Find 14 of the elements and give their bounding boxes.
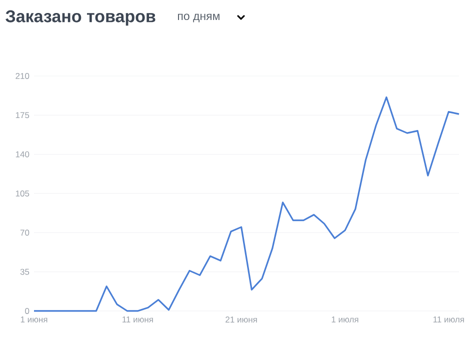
y-tick-label: 210 [16,72,30,79]
x-tick-label: 11 июля [433,316,464,322]
x-tick-label: 11 июня [122,316,153,322]
x-tick-label: 1 июля [332,316,358,322]
y-tick-label: 0 [25,308,30,314]
y-tick-label: 175 [16,112,30,118]
y-tick-label: 35 [20,268,30,275]
chart-title: Заказано товаров [6,10,156,26]
text: по дням [178,14,220,22]
y-tick-label: 105 [16,190,30,196]
y-tick-label: 140 [16,151,30,158]
x-tick-label: 21 июня [226,316,257,323]
x-tick-label: 1 июня [20,316,48,322]
y-tick-label: 70 [20,230,30,236]
